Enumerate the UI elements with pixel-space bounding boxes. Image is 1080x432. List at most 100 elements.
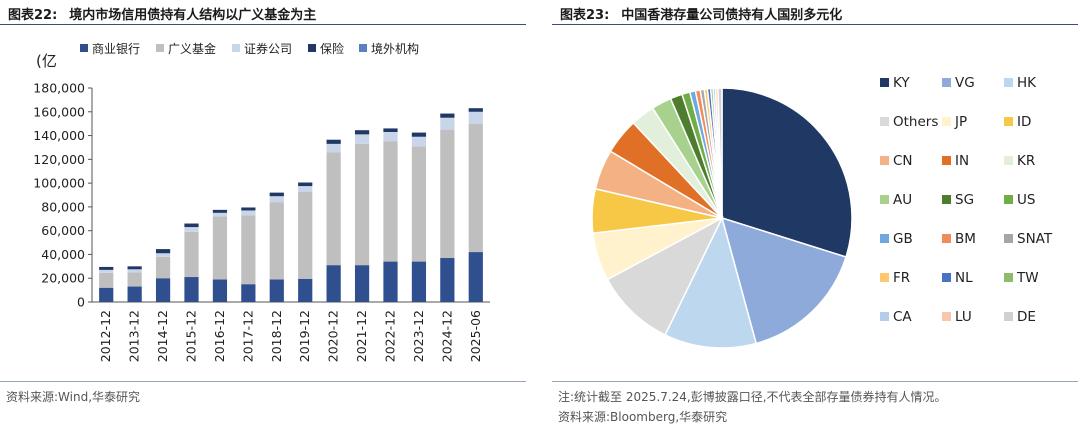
pie-legend-label: GB: [893, 231, 913, 247]
pie-legend-label: IN: [955, 153, 969, 169]
pie-legend-label: CN: [893, 153, 913, 169]
pie-legend-label: CA: [893, 309, 912, 325]
bar-segment: [99, 272, 114, 288]
bar-segment: [440, 129, 455, 259]
right-title-rule: [552, 24, 1078, 25]
x-tick-label: 2021-12: [354, 310, 369, 362]
pie-legend-label: FR: [893, 270, 910, 286]
left-title-rule: [0, 24, 526, 25]
left-figure-title: 图表22: 境内市场信用债持有人结构以广义基金为主: [8, 4, 316, 23]
y-axis-unit-label: (亿: [36, 52, 57, 70]
right-figure-title-text: 中国香港存量公司债持有人国别多元化: [621, 8, 843, 23]
x-tick-label: 2015-12: [184, 310, 199, 362]
bar-segment: [468, 108, 483, 112]
right-source-rule: [552, 381, 1078, 382]
bar-segment: [383, 261, 398, 302]
bar-segment: [468, 123, 483, 253]
y-tick-label: 180,000: [33, 81, 85, 96]
bar-segment: [383, 141, 398, 262]
right-source: 资料来源:Bloomberg,华泰研究: [558, 410, 728, 424]
bar-segment: [127, 266, 142, 270]
bar-segment: [212, 209, 228, 213]
bar-segment: [326, 152, 341, 266]
pie-legend-swatch: [1004, 156, 1013, 165]
y-tick-label: 160,000: [33, 104, 85, 119]
y-tick-label: 140,000: [33, 128, 85, 143]
legend-label-2: 证券公司: [244, 41, 292, 56]
stacked-bar-chart: (亿 商业银行 广义基金 证券公司 保险 境外机构 0 20,000 40,000 60,000 8…: [33, 41, 490, 362]
pie-legend-swatch: [880, 195, 889, 204]
bar-segment: [468, 111, 483, 124]
bar-segment: [298, 182, 313, 187]
pie-legend-label: KY: [893, 75, 910, 91]
pie-legend-swatch: [880, 273, 889, 282]
y-tick-label: 20,000: [41, 271, 85, 286]
bar-segment: [241, 207, 256, 211]
bar-segment: [411, 261, 427, 302]
legend-swatch-0: [80, 44, 88, 52]
left-figure-number: 图表22:: [8, 8, 58, 23]
bar-segment: [326, 139, 341, 144]
bar-segment: [127, 286, 142, 302]
x-tick-label: 2018-12: [269, 310, 284, 362]
bar-segment: [440, 258, 455, 302]
bar-segment: [298, 192, 313, 279]
pie-legend-swatch: [942, 195, 951, 204]
bar-segment: [440, 117, 455, 130]
pie-slice: [606, 216, 724, 336]
bar-segment: [468, 252, 483, 302]
pie-legend-swatch: [1004, 312, 1013, 321]
bar-segment: [354, 134, 370, 144]
legend-label-4: 境外机构: [371, 41, 419, 56]
bar-segment: [411, 146, 427, 262]
right-figure-panel: 图表23: 中国香港存量公司债持有人国别多元化 KY VG HK Others JP ID C…: [552, 0, 1080, 432]
x-tick-label: 2020-12: [326, 310, 341, 362]
left-source-rule: [0, 381, 526, 382]
bar-segment: [241, 215, 256, 285]
bar-segment: [383, 128, 398, 132]
bar-segment: [269, 202, 284, 280]
pie-slice: [717, 87, 723, 219]
bar-segment: [155, 278, 171, 302]
bar-segment: [298, 278, 313, 302]
pie-slice: [721, 87, 853, 258]
pie-legend-label: SG: [955, 192, 974, 208]
pie-legend-label: VG: [955, 75, 975, 91]
bar-segment: [184, 277, 199, 302]
legend-swatch-2: [232, 44, 240, 52]
bar-segment: [184, 227, 199, 232]
legend-label-3: 保险: [320, 41, 344, 56]
pie-legend-label: NL: [955, 270, 973, 286]
x-tick-label: 2014-12: [155, 310, 170, 362]
bar-segment: [212, 212, 228, 217]
pie-legend-swatch: [1004, 234, 1013, 243]
bar-segment: [99, 266, 114, 270]
pie-slice: [664, 215, 758, 349]
bar-segment: [155, 253, 171, 257]
pie-legend-label: ID: [1017, 114, 1031, 130]
legend-label-1: 广义基金: [168, 41, 216, 56]
legend-label-0: 商业银行: [92, 41, 140, 56]
bar-segment: [411, 132, 427, 137]
y-tick-label: 100,000: [33, 176, 85, 191]
y-tick-label: 40,000: [41, 247, 85, 262]
x-tick-label: 2022-12: [383, 310, 398, 362]
bar-segment: [99, 287, 114, 302]
bar-segment: [127, 272, 142, 287]
pie-legend-swatch: [1004, 195, 1013, 204]
pie-legend-swatch: [942, 78, 951, 87]
bar-segment: [184, 231, 199, 278]
right-figure-number: 图表23:: [560, 8, 610, 23]
pie-legend-label: HK: [1017, 75, 1037, 91]
pie-slice: [720, 216, 847, 345]
bar-segment: [155, 249, 171, 254]
legend-swatch-3: [308, 44, 316, 52]
pie-legend-swatch: [942, 156, 951, 165]
y-tick-label: 80,000: [41, 199, 85, 214]
pie-chart: KY VG HK Others JP ID CN IN KR AU SG US GB BM SNAT FR NL…: [591, 75, 1053, 349]
bar-segment: [212, 216, 228, 280]
y-tick-label: 120,000: [33, 152, 85, 167]
legend-swatch-4: [359, 44, 367, 52]
pie-legend-swatch: [942, 312, 951, 321]
left-figure-title-text: 境内市场信用债持有人结构以广义基金为主: [69, 8, 317, 23]
